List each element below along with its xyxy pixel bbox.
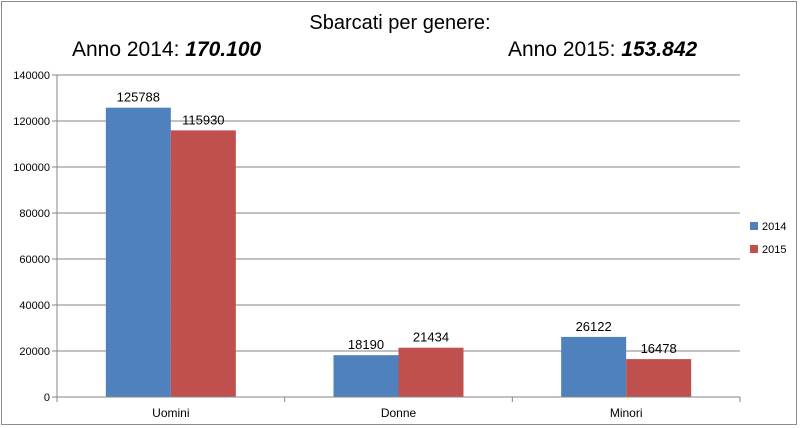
legend-label: 2015 [762, 244, 786, 256]
bar-2015-minori [626, 359, 692, 397]
x-tick-label: Uomini [152, 406, 189, 420]
data-label: 125788 [117, 90, 160, 105]
y-tick-label: 120000 [13, 116, 50, 128]
subtitle-2014: Anno 2014: 170.100 [72, 38, 261, 62]
x-tick-label: Donne [381, 406, 417, 420]
y-tick-label: 60000 [19, 254, 50, 266]
y-tick-label: 100000 [13, 162, 50, 174]
subtitle-2015-label: Anno 2015: [508, 38, 622, 61]
subtitle-2014-label: Anno 2014: [72, 38, 186, 61]
data-label: 18190 [348, 337, 384, 352]
bar-2014-donne [333, 355, 399, 397]
legend-label: 2014 [762, 221, 786, 233]
data-label: 21434 [413, 330, 449, 345]
legend-swatch-2014 [750, 222, 758, 230]
bar-2015-donne [398, 347, 464, 397]
subtitle-2015: Anno 2015: 153.842 [508, 38, 697, 62]
y-tick-label: 20000 [19, 346, 50, 358]
y-tick-label: 80000 [19, 208, 50, 220]
bar-2015-uomini [170, 130, 236, 397]
bar-2014-uomini [105, 107, 171, 398]
subtitle-2015-value: 153.842 [621, 38, 698, 61]
data-label: 115930 [182, 112, 224, 127]
data-label: 26122 [576, 319, 612, 334]
legend-swatch-2015 [750, 245, 758, 253]
y-tick-label: 0 [44, 392, 50, 404]
chart-title: Sbarcati per genere: [309, 12, 491, 34]
x-tick-label: Minori [610, 406, 643, 420]
subtitle-2014-value: 170.100 [185, 38, 262, 61]
bar-2014-minori [561, 336, 627, 397]
data-label: 16478 [641, 341, 677, 356]
y-tick-label: 140000 [13, 70, 50, 82]
y-tick-label: 40000 [19, 300, 50, 312]
